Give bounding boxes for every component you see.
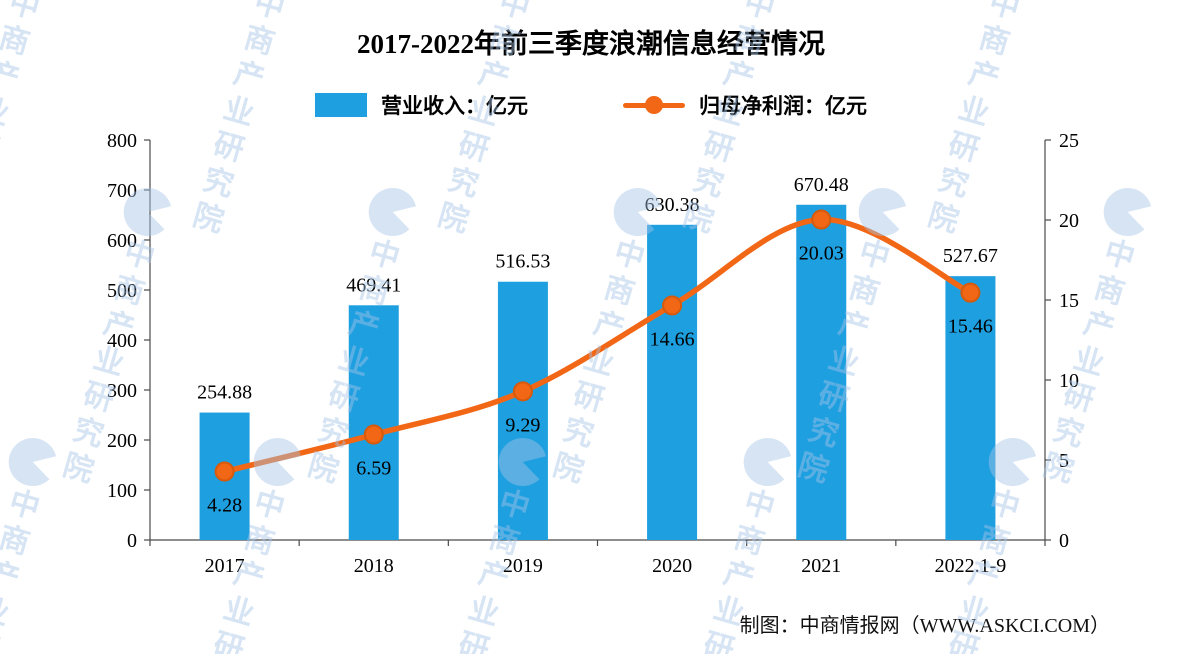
credit-line: 制图：中商情报网（WWW.ASKCI.COM） [739, 615, 1110, 637]
line-marker [214, 461, 235, 482]
bar-value-label: 527.67 [943, 245, 998, 267]
revenue-bar [348, 305, 399, 540]
line-value-label: 6.59 [356, 458, 391, 480]
line-swatch-marker [645, 96, 663, 114]
left-axis-tick-label: 600 [107, 230, 137, 252]
line-value-label: 4.28 [207, 495, 242, 517]
profit-line-swatch-icon [623, 93, 685, 117]
axes [144, 139, 1051, 546]
left-axis-labels: 0 100 200 300 400 500 600 700 800 [107, 130, 137, 552]
line-value-label: 20.03 [799, 243, 844, 265]
category-label: 2017 [205, 555, 245, 577]
line-marker [662, 295, 683, 316]
category-label: 2022.1-9 [935, 555, 1007, 577]
right-axis-tick-label: 20 [1059, 210, 1079, 232]
legend-label-profit: 归母净利润：亿元 [699, 95, 867, 118]
line-markers [214, 209, 981, 482]
legend: 营业收入：亿元 归母净利润：亿元 [0, 90, 1182, 120]
left-axis-tick-label: 0 [127, 530, 137, 552]
revenue-bar [796, 204, 847, 540]
line-marker [512, 381, 533, 402]
line-marker [811, 209, 832, 230]
left-axis-tick-label: 400 [107, 330, 137, 352]
bar-value-label: 630.38 [645, 194, 700, 216]
bar-value-label: 516.53 [495, 251, 550, 273]
revenue-bar [945, 276, 996, 540]
line-marker [960, 282, 981, 303]
line-value-label: 14.66 [650, 328, 695, 350]
line-value-labels: 4.28 6.59 9.29 14.66 20.03 15.46 [207, 243, 993, 517]
chart-title: 2017-2022年前三季度浪潮信息经营情况 [357, 29, 825, 59]
line-value-label: 15.46 [948, 316, 993, 338]
revenue-bar-swatch-icon [315, 93, 367, 117]
category-label: 2021 [801, 555, 841, 577]
right-axis-tick-label: 0 [1059, 530, 1069, 552]
line-marker [363, 424, 384, 445]
revenue-bar [497, 281, 548, 540]
revenue-bars-group [199, 204, 996, 540]
right-axis-tick-label: 10 [1059, 370, 1079, 392]
right-axis-tick-label: 25 [1059, 130, 1079, 152]
legend-label-revenue: 营业收入：亿元 [381, 95, 528, 118]
bar-value-labels: 254.88 469.41 516.53 630.38 670.48 527.67 [197, 174, 998, 404]
line-value-label: 9.29 [505, 414, 540, 436]
left-axis-tick-label: 800 [107, 130, 137, 152]
category-label: 2018 [354, 555, 394, 577]
left-axis-tick-label: 200 [107, 430, 137, 452]
revenue-bar [647, 224, 698, 540]
category-label: 2020 [652, 555, 692, 577]
bar-value-label: 254.88 [197, 382, 252, 404]
legend-item-revenue: 营业收入：亿元 [315, 90, 528, 120]
profit-line-path [221, 216, 974, 475]
right-axis-tick-label: 5 [1059, 450, 1069, 472]
legend-item-profit: 归母净利润：亿元 [623, 90, 867, 120]
right-axis-tick-label: 15 [1059, 290, 1079, 312]
left-axis-tick-label: 500 [107, 280, 137, 302]
category-label: 2019 [503, 555, 543, 577]
left-axis-tick-label: 100 [107, 480, 137, 502]
left-axis-tick-label: 700 [107, 180, 137, 202]
right-axis-labels: 0 5 10 15 20 25 [1059, 130, 1079, 552]
left-axis-tick-label: 300 [107, 380, 137, 402]
category-labels: 2017 2018 2019 2020 2021 2022.1-9 [205, 555, 1007, 577]
bar-value-label: 469.41 [346, 274, 401, 296]
bar-value-label: 670.48 [794, 174, 849, 196]
